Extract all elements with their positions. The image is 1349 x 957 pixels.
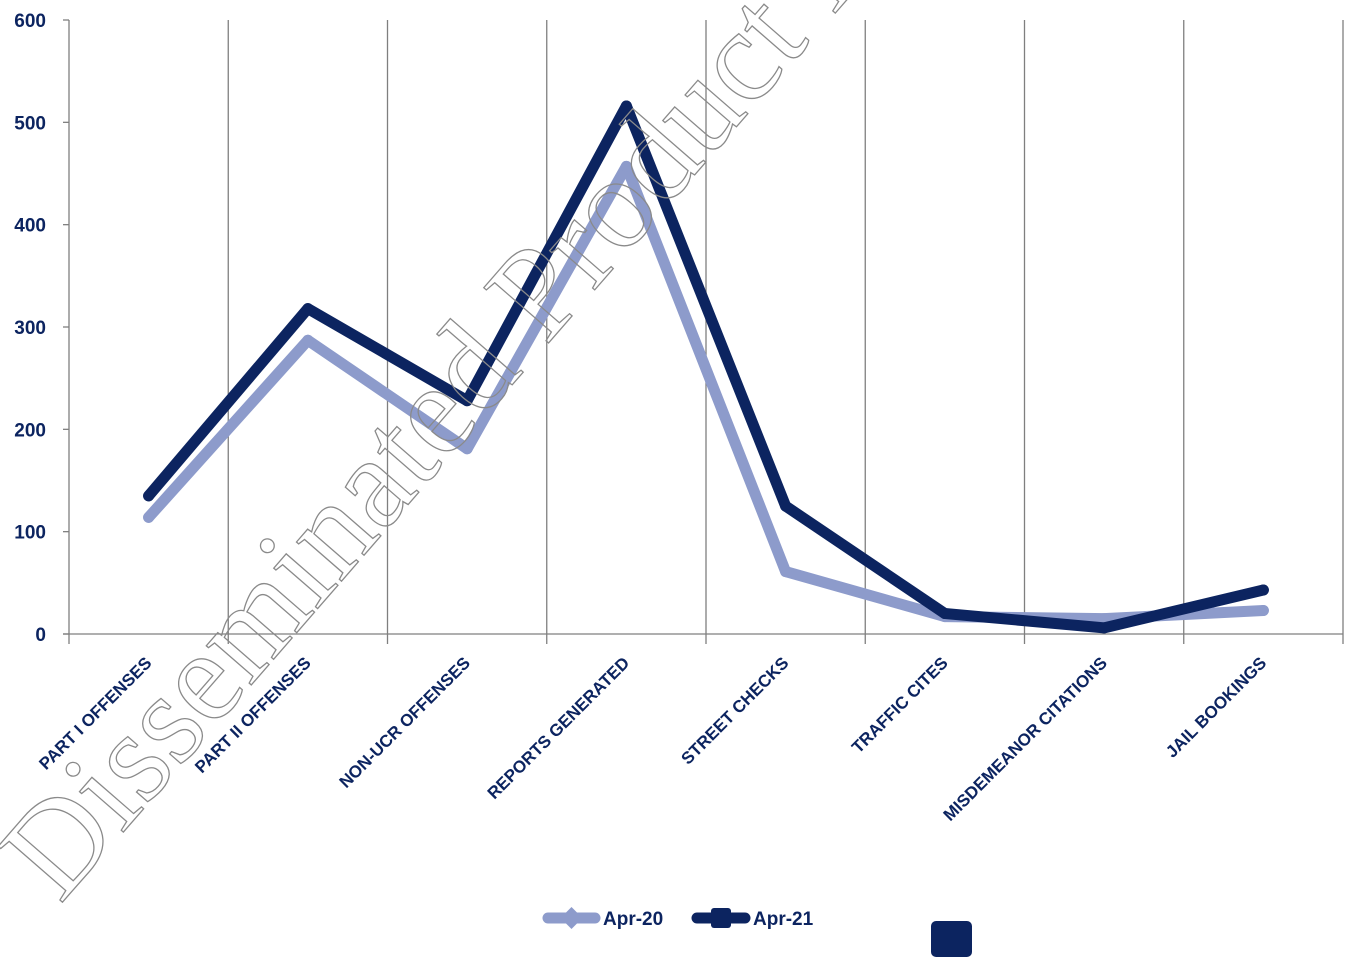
y-tick-label: 0 [35, 625, 46, 646]
data-point-apr-21 [1257, 584, 1269, 596]
y-tick-label: 400 [14, 216, 46, 237]
series-lines [143, 100, 1269, 634]
series-line-apr-21 [143, 100, 1269, 634]
decorative-square [931, 921, 972, 957]
legend: Apr-20 Apr-21 [542, 907, 814, 930]
x-label-misdemeanor-citations: MISDEMEANOR CITATIONS [940, 653, 1111, 824]
x-label-jail-bookings: JAIL BOOKINGS [1162, 653, 1270, 761]
data-point-apr-21 [939, 608, 951, 620]
data-point-apr-20 [780, 566, 792, 578]
legend-marker-apr-20 [560, 907, 583, 929]
series-line-apr-20 [143, 160, 1269, 625]
data-point-apr-21 [143, 490, 155, 502]
y-tick-label: 500 [14, 113, 46, 134]
x-label-street-checks: STREET CHECKS [677, 653, 792, 768]
data-point-apr-21 [620, 100, 632, 112]
y-tick-label: 600 [14, 11, 46, 32]
data-point-apr-20 [461, 443, 473, 455]
data-point-apr-20 [620, 160, 632, 172]
legend-label-apr-21: Apr-21 [753, 909, 814, 930]
data-point-apr-21 [461, 395, 473, 407]
x-label-traffic-cites: TRAFFIC CITES [848, 653, 952, 757]
data-point-apr-21 [302, 303, 314, 315]
chart-grid [63, 19, 1344, 644]
data-point-apr-21 [780, 500, 792, 512]
data-point-apr-20 [143, 511, 155, 523]
y-tick-label: 200 [14, 420, 46, 441]
x-label-non-ucr-offenses: NON-UCR OFFENSES [336, 653, 474, 791]
data-point-apr-20 [302, 334, 314, 346]
x-label-reports-generated: REPORTS GENERATED [484, 653, 633, 802]
y-tick-label: 100 [14, 523, 46, 544]
data-point-apr-20 [1257, 604, 1269, 616]
data-point-apr-21 [1098, 622, 1110, 634]
y-tick-label: 300 [14, 318, 46, 339]
y-axis-ticks: 0 100 200 300 400 500 600 [14, 11, 46, 646]
legend-marker-apr-21 [711, 908, 731, 928]
data-point-apr-20 [1098, 613, 1110, 625]
legend-label-apr-20: Apr-20 [603, 909, 663, 930]
